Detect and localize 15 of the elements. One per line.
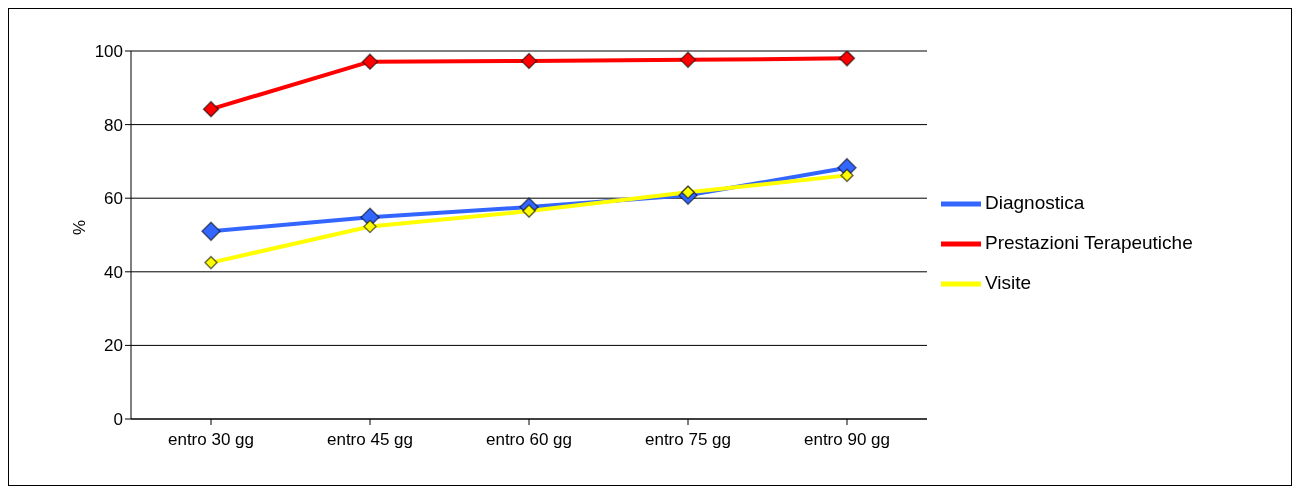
x-tick-label: entro 45 gg xyxy=(326,430,414,450)
legend-label: Diagnostica xyxy=(985,192,1085,214)
y-tick-label: 0 xyxy=(113,410,123,430)
x-tick-label: entro 75 gg xyxy=(644,430,732,450)
y-tick-label: 60 xyxy=(104,189,123,209)
y-tick-label: 100 xyxy=(94,42,123,62)
x-tick-label: entro 30 gg xyxy=(167,430,255,450)
y-axis-title: % xyxy=(70,219,90,235)
y-tick-label: 20 xyxy=(104,336,123,356)
y-tick-label: 80 xyxy=(104,115,123,135)
legend-label: Visite xyxy=(985,272,1032,294)
x-tick-label: entro 60 gg xyxy=(485,430,573,450)
legend-label: Prestazioni Terapeutiche xyxy=(985,232,1193,254)
y-tick-label: 40 xyxy=(104,262,123,282)
x-tick-label: entro 90 gg xyxy=(803,430,891,450)
